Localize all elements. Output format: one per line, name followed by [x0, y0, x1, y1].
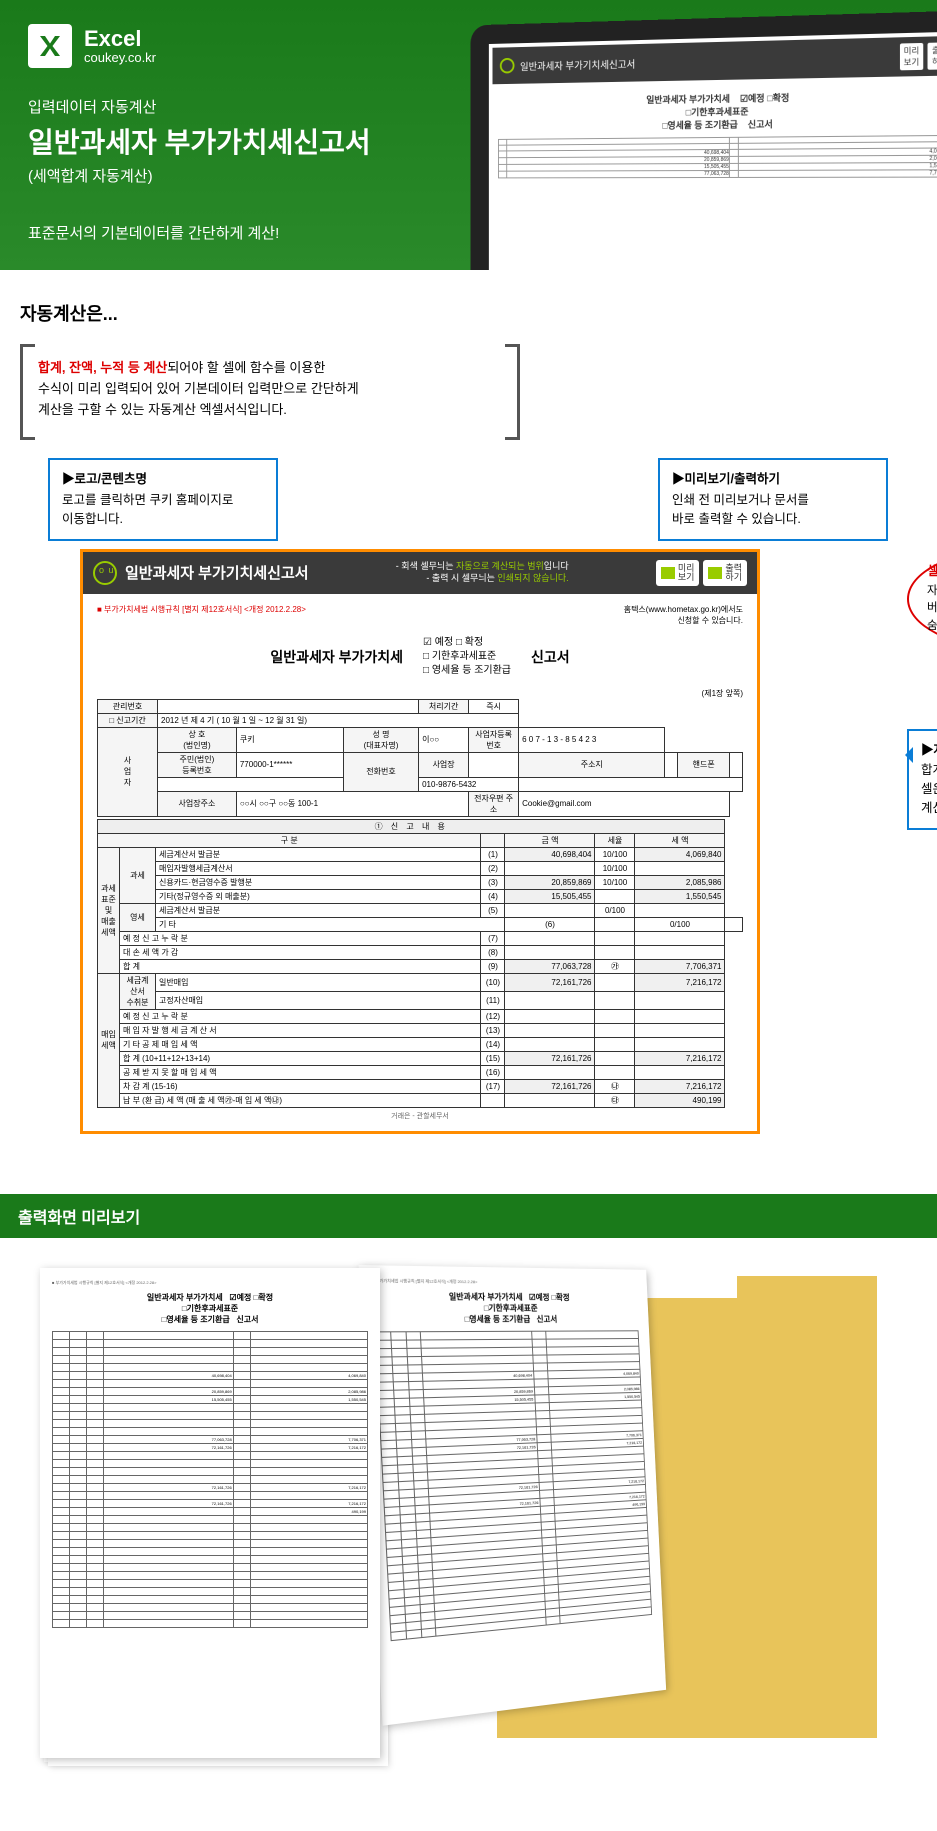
- callout-title: 셀무늬 미 인쇄: [927, 562, 937, 581]
- header-info-table: 관리번호처리기간즉시 □ 신고기간2012 년 제 4 기 ( 10 월 1 일…: [97, 699, 743, 817]
- form-titlebar: 일반과세자 부가기치세신고서 - 회색 셀무늬는 자동으로 계산되는 범위입니다…: [83, 552, 757, 594]
- callout-title: ▶로고/콘텐츠명: [62, 470, 264, 489]
- table-row: 매입자발행세금계산서(2)10/100: [98, 861, 743, 875]
- print-button[interactable]: 출력 하기: [703, 560, 747, 586]
- page-number: (제1장 앞쪽): [97, 688, 743, 699]
- callout-cell-pattern: 셀무늬 미 인쇄 자동계산되는 회색 무늬는 버튼을 클릭하면 자동으로 숨김처…: [907, 549, 937, 649]
- preview-button[interactable]: 미리 보기: [656, 560, 700, 586]
- autocalc-section: 자동계산은... 합계, 잔액, 누적 등 계산되어야 할 셀에 함수를 이용한…: [0, 270, 937, 1164]
- form-notice: - 회색 셀무늬는 자동으로 계산되는 범위입니다 - 출력 시 셀무늬는 인쇄…: [396, 561, 569, 584]
- form-body: ■ 부가가치세법 시행규칙 [별지 제12호서식] <개정 2012.2.28>…: [83, 594, 757, 1131]
- doc-report-label: 신고서: [531, 647, 570, 667]
- table-row: 신용카드·현금영수증 발행분(3)20,859,86910/1002,085,9…: [98, 875, 743, 889]
- callout-title: ▶자동계산 화면: [921, 741, 937, 760]
- table-row: 차 감 계 (15-16)(17)72,161,726㉯7,216,172: [98, 1079, 743, 1093]
- calculation-table: ① 신 고 내 용 구 분금 액세율세 액 과세 표준 및 매출 세액과세세금계…: [97, 819, 743, 1108]
- printer-icon: [708, 567, 722, 579]
- table-row: 합 계 (10+11+12+13+14)(15)72,161,7267,216,…: [98, 1051, 743, 1065]
- table-row: 예 정 신 고 누 락 분(12): [98, 1009, 743, 1023]
- table-row: 납 부 (환 급) 세 액 (매 출 세 액㉮-매 입 세 액㉯)㉰490,19…: [98, 1093, 743, 1107]
- hero-banner: Excel coukey.co.kr 입력데이터 자동계산 일반과세자 부가가치…: [0, 0, 937, 270]
- table-row: 기 타(6)0/100: [98, 917, 743, 931]
- checkbox-row[interactable]: ☑ 예정 □ 확정: [423, 636, 511, 650]
- table-row: 고정자산매입(11): [98, 991, 743, 1009]
- checkbox-row[interactable]: □ 영세율 등 조기환급: [423, 664, 511, 678]
- section-header: ① 신 고 내 용: [98, 819, 725, 833]
- preview-button[interactable]: 미리보기: [899, 43, 923, 70]
- table-row: 매입 세액세금계산서 수취분일반매입(10)72,161,7267,216,17…: [98, 973, 743, 991]
- logo-icon: [500, 58, 515, 74]
- preview-section-title: 출력화면 미리보기: [0, 1194, 937, 1238]
- callout-body: 인쇄 전 미리보거나 문서를 바로 출력할 수 있습니다.: [672, 491, 874, 529]
- table-row: 과세 표준 및 매출 세액과세세금계산서 발급분(1)40,698,40410/…: [98, 847, 743, 861]
- section-title: 자동계산은...: [20, 300, 917, 326]
- table-row: 공 제 받 지 못 할 매 입 세 액(16): [98, 1065, 743, 1079]
- form-title: 일반과세자 부가기치세신고서: [125, 562, 309, 583]
- explain-highlight: 합계, 잔액, 누적 등 계산: [38, 360, 167, 375]
- doc-main-title: 일반과세자 부가가치세: [270, 647, 403, 667]
- excel-form: 일반과세자 부가기치세신고서 - 회색 셀무늬는 자동으로 계산되는 범위입니다…: [80, 549, 760, 1134]
- callout-preview: ▶미리보기/출력하기 인쇄 전 미리보거나 문서를 바로 출력할 수 있습니다.: [658, 458, 888, 540]
- explain-box: 합계, 잔액, 누적 등 계산되어야 할 셀에 함수를 이용한 수식이 미리 입…: [20, 344, 520, 434]
- callout-title: ▶미리보기/출력하기: [672, 470, 874, 489]
- print-button[interactable]: 출력하기: [928, 42, 937, 70]
- monitor-icon: [661, 567, 675, 579]
- brand-url: coukey.co.kr: [84, 51, 156, 65]
- checkbox-row[interactable]: □ 기한후과세표준: [423, 650, 511, 664]
- callout-autocalc-screen: ▶자동계산 화면 합계, 잔액, 누적 등 회색 무늬의 셀은 수식이 포함되어…: [907, 729, 937, 830]
- preview-area: ■ 부가가치세법 시행규칙 [별지 제12호서식] <개정 2012.2.28>…: [0, 1238, 937, 1798]
- tablet-title: 일반과세자 부가기치세신고서: [520, 55, 635, 72]
- callout-body: 자동계산되는 회색 무늬는 버튼을 클릭하면 자동으로 숨김처리 됩니다.: [927, 583, 937, 635]
- table-row: 대 손 세 액 가 감(8): [98, 945, 743, 959]
- table-row: 영세세금계산서 발급분(5)0/100: [98, 903, 743, 917]
- brand-name: Excel: [84, 27, 156, 51]
- excel-icon: [28, 24, 72, 68]
- preview-page-1: ■ 부가가치세법 시행규칙 [별지 제12호서식] <개정 2012.2.28>…: [40, 1268, 380, 1758]
- table-row: 기 타 공 제 매 입 세 액(14): [98, 1037, 743, 1051]
- table-row: 기타(정규영수증 외 매출분)(4)15,505,4551,550,545: [98, 889, 743, 903]
- callout-body: 합계, 잔액, 누적 등 회색 무늬의 셀은 수식이 포함되어 자동으로 계산됩…: [921, 761, 937, 817]
- preview-page-2: ■ 부가가치세법 시행규칙 [별지 제12호서식] <개정 2012.2.28>…: [359, 1265, 667, 1726]
- document-heading: 일반과세자 부가가치세 ☑ 예정 □ 확정 □ 기한후과세표준 □ 영세율 등 …: [97, 636, 743, 678]
- callout-logo: ▶로고/콘텐츠명 로고를 클릭하면 쿠키 홈페이지로 이동합니다.: [48, 458, 278, 540]
- callout-body: 로고를 클릭하면 쿠키 홈페이지로 이동합니다.: [62, 491, 264, 529]
- table-row: 예 정 신 고 누 락 분(7): [98, 931, 743, 945]
- table-row: 매 입 자 발 행 세 금 계 산 서(13): [98, 1023, 743, 1037]
- coukey-logo-icon[interactable]: [93, 561, 117, 585]
- form-regulation: ■ 부가가치세법 시행규칙 [별지 제12호서식] <개정 2012.2.28>: [97, 604, 306, 626]
- table-row: 합 계(9)77,063,728㉮7,706,371: [98, 959, 743, 973]
- tablet-mockup: 일반과세자 부가기치세신고서 미리보기 출력하기 일반과세자 부가가치세 ☑예정…: [471, 10, 937, 270]
